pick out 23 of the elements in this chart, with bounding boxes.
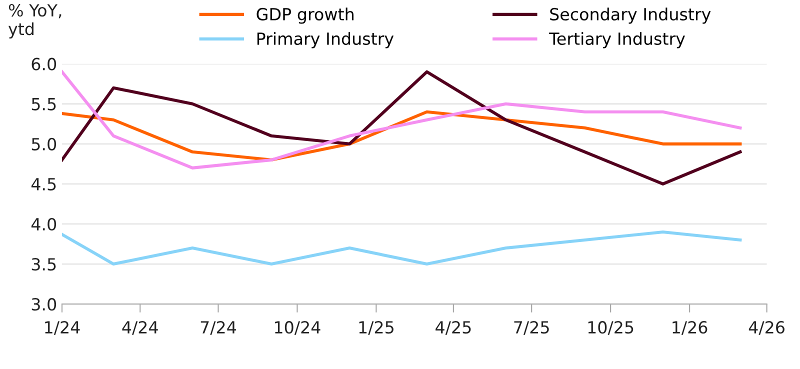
y-tick-label: 4.0 [31, 218, 56, 231]
x-tick-label: 1/24 [45, 321, 80, 335]
y-tick-label: 4.5 [31, 178, 56, 191]
x-tick-label: 7/24 [200, 321, 236, 335]
legend-label: Primary Industry [257, 32, 394, 48]
x-tick-label: 4/24 [122, 321, 158, 335]
x-tick-label: 10/25 [588, 321, 634, 335]
x-tick-label: 7/25 [514, 321, 549, 335]
x-tick-label: 1/25 [359, 321, 394, 335]
x-tick-label: 4/25 [436, 321, 471, 335]
y-tick-label: 5.0 [32, 138, 56, 150]
legend-label: Tertiary Industry [549, 32, 685, 48]
y-tick-label: 5.5 [32, 98, 56, 110]
y-tick-label: 6.0 [32, 58, 56, 70]
legend-label: Secondary Industry [550, 8, 711, 24]
legend-label: GDP growth [256, 8, 354, 24]
line-series [62, 230, 742, 266]
x-tick-label: 10/24 [275, 321, 320, 335]
x-tick-label: 1/26 [672, 321, 708, 335]
y-axis-title: % YoY, ytd [8, 4, 62, 38]
y-tick-label: 3.0 [32, 298, 56, 311]
x-tick-label: 4/26 [748, 321, 784, 335]
y-tick-label: 3.5 [32, 258, 56, 271]
